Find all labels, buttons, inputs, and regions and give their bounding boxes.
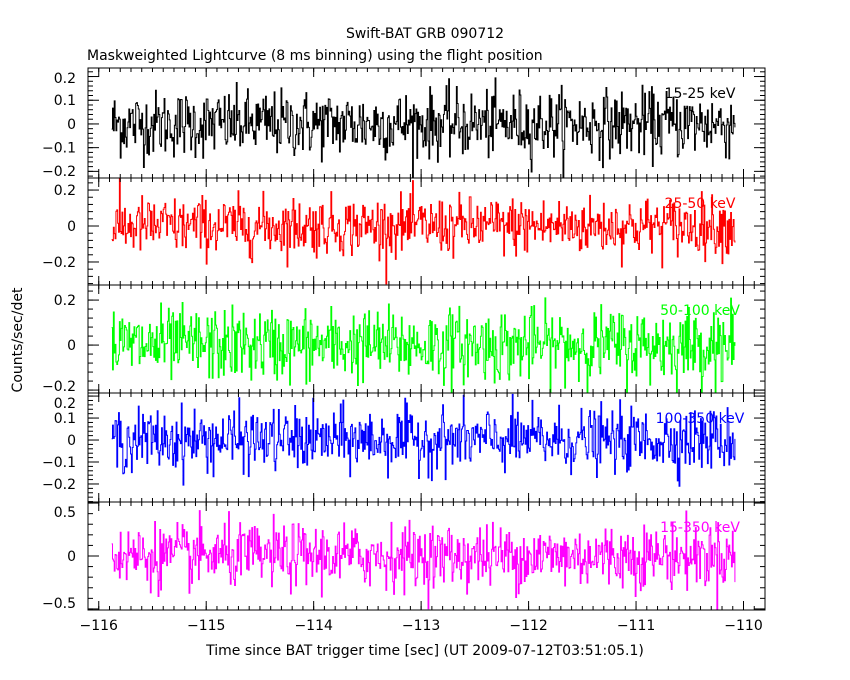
panel-15-25-keV: 15-25 keV −0.2 −0.1 0 0.1 0.2 xyxy=(42,67,766,180)
y-tick-label: −0.1 xyxy=(42,141,76,157)
series-line xyxy=(111,510,736,611)
y-tick-label: 0.2 xyxy=(54,293,76,309)
y-tick-label: −0.5 xyxy=(42,596,76,612)
x-tick-label: −111 xyxy=(617,618,655,634)
panel-100-350-keV: 100-350 keV −0.2 −0.1 0 0.10.2 xyxy=(42,392,766,503)
y-tick-label: 0.5 xyxy=(54,505,76,521)
panel-label: 25-50 keV xyxy=(665,196,736,212)
y-tick-label: −0.2 xyxy=(42,477,76,493)
y-tick-label: −0.2 xyxy=(42,255,76,271)
x-tick-label: −113 xyxy=(402,618,440,634)
panel-50-100-keV: 50-100 keV −0.2 0 0.2 xyxy=(42,284,766,395)
y-tick-label: 0 xyxy=(67,219,76,235)
y-axis-label: Counts/sec/det xyxy=(10,287,26,392)
series-line xyxy=(111,77,736,179)
series-line xyxy=(111,178,736,285)
y-tick-label: 0 xyxy=(67,117,76,133)
panel-25-50-keV: 25-50 keV −0.2 0 0.2 xyxy=(42,177,766,286)
x-tick-label: −116 xyxy=(80,618,119,634)
x-tick-label: −114 xyxy=(294,618,333,634)
x-tick-label: −115 xyxy=(187,618,225,634)
x-tick-label: −110 xyxy=(724,618,762,634)
panel-label: 50-100 keV xyxy=(660,303,740,319)
y-tick-label: 0.2 xyxy=(54,396,76,412)
series-line xyxy=(111,393,736,487)
y-tick-label: 0.1 xyxy=(54,411,76,427)
y-tick-label: 0 xyxy=(67,433,76,449)
y-tick-label: 0.2 xyxy=(54,183,76,199)
y-tick-label: −0.2 xyxy=(42,379,76,395)
series-line xyxy=(111,297,736,394)
y-tick-label: 0.1 xyxy=(54,93,76,109)
x-tick-label: −112 xyxy=(509,618,547,634)
y-tick-label: 0 xyxy=(67,338,76,354)
x-axis-label: Time since BAT trigger time [sec] (UT 20… xyxy=(205,643,644,659)
chart-subtitle: Maskweighted Lightcurve (8 ms binning) u… xyxy=(87,48,543,64)
chart-title: Swift-BAT GRB 090712 xyxy=(346,26,504,42)
y-tick-label: −0.2 xyxy=(42,164,76,180)
panel-label: 100-350 keV xyxy=(656,411,745,427)
panel-label: 15-25 keV xyxy=(665,86,736,102)
panel-label: 15-350 keV xyxy=(660,520,740,536)
panel-15-350-keV: 15-350 keV −0.5 0 0.5 xyxy=(42,501,766,612)
y-tick-label: −0.1 xyxy=(42,455,76,471)
y-tick-label: 0 xyxy=(67,549,76,565)
y-tick-label: 0.2 xyxy=(54,71,76,87)
